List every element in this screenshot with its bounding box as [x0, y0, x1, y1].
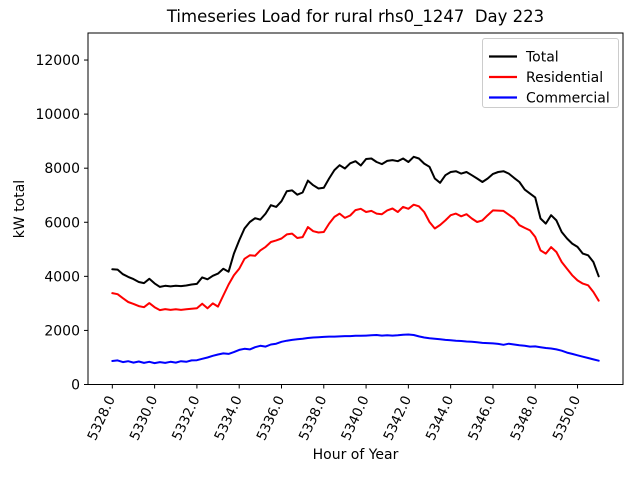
y-axis-tick-label: 8000 — [44, 161, 80, 177]
x-axis-tick-label: 5328.0 — [84, 393, 118, 443]
x-axis-tick-label: 5342.0 — [381, 393, 415, 443]
x-axis-tick-label: 5330.0 — [127, 393, 161, 443]
x-axis-tick-label: 5336.0 — [254, 393, 288, 443]
residential-line — [111, 203, 600, 312]
commercial-line — [111, 333, 600, 365]
y-axis-label: kW total — [12, 179, 28, 239]
y-axis-tick-label: 0 — [71, 378, 80, 394]
legend-label-total: Total — [525, 50, 559, 66]
x-axis-tick-label: 5340.0 — [338, 393, 372, 443]
x-axis-tick-label: 5346.0 — [465, 393, 499, 443]
x-axis-label: Hour of Year — [312, 447, 399, 463]
legend-label-commercial: Commercial — [526, 91, 610, 107]
x-axis-tick-label: 5348.0 — [507, 393, 541, 443]
total-line — [111, 155, 600, 288]
axes-border — [87, 32, 624, 385]
chart-title: Timeseries Load for rural rhs0_1247 Day … — [166, 7, 545, 26]
y-axis-tick-label: 2000 — [44, 323, 80, 339]
x-axis-tick-label: 5338.0 — [296, 393, 330, 443]
x-axis-tick-label: 5332.0 — [169, 393, 203, 443]
y-axis-tick-label: 6000 — [44, 215, 80, 231]
x-axis-tick-label: 5334.0 — [211, 393, 245, 443]
y-axis-tick-label: 10000 — [35, 107, 80, 123]
y-axis-tick-label: 4000 — [44, 269, 80, 285]
x-axis-tick-label: 5350.0 — [550, 393, 584, 443]
y-axis-tick-label: 12000 — [35, 53, 80, 69]
x-axis-tick-label: 5344.0 — [423, 393, 457, 443]
legend-label-residential: Residential — [526, 70, 603, 86]
